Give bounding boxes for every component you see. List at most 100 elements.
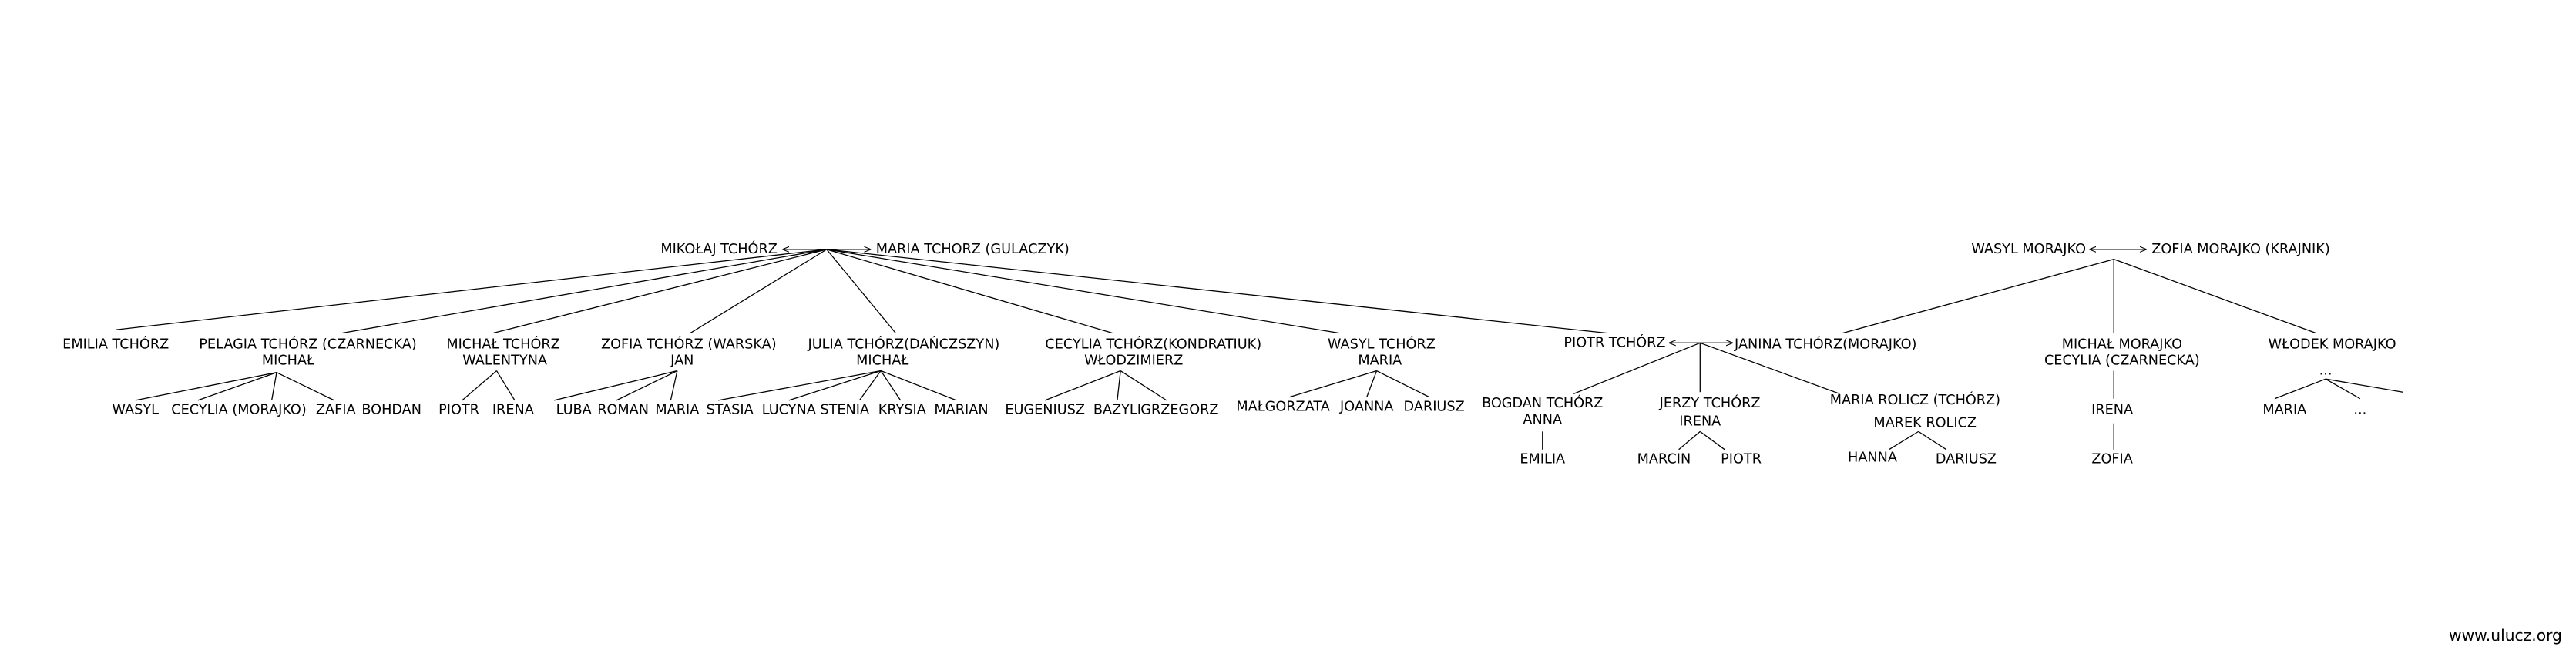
person: PIOTR TCHÓRZ <box>1563 333 1665 350</box>
person: JOANNA <box>1339 399 1393 414</box>
person: MARIA <box>655 403 699 418</box>
spouse: JANINA TCHÓRZ(MORAJKO) <box>1734 335 1916 352</box>
person: MARIA TCHORZ (GULACZYK) <box>876 242 1070 257</box>
link <box>718 370 882 401</box>
person: PIOTR <box>1721 452 1762 467</box>
person: BOHDAN <box>361 403 421 418</box>
footer-link: www.ulucz.org <box>2449 626 2562 645</box>
person: WASYL <box>113 403 160 418</box>
person: IRENA <box>2091 403 2133 418</box>
person: MICHAŁ MORAJKO <box>2062 337 2182 352</box>
link <box>462 370 497 401</box>
person: ... <box>2353 403 2366 418</box>
person: ZOFIA TCHÓRZ (WARSKA) <box>601 335 777 352</box>
spouse: WALENTYNA <box>462 353 547 369</box>
link <box>826 249 1339 334</box>
person: ROMAN <box>597 403 649 418</box>
link <box>880 370 902 401</box>
link <box>1044 370 1121 401</box>
link <box>270 372 277 400</box>
link <box>342 249 827 334</box>
link <box>2113 259 2316 334</box>
person: WŁODEK MORAJKO <box>2269 337 2396 352</box>
person: MICHAŁ TCHÓRZ <box>446 335 559 352</box>
link <box>1117 370 1121 400</box>
link <box>197 372 277 401</box>
person: EUGENIUSZ <box>1005 403 1085 418</box>
link <box>1376 370 1430 398</box>
person: ZOFIA MORAJKO (KRAJNIK) <box>2151 242 2330 257</box>
spouse: MARIA <box>1358 353 1402 369</box>
person: WASYL TCHÓRZ <box>1328 335 1436 352</box>
link <box>1700 342 1840 394</box>
labels: MIKOŁAJ TCHÓRZ MARIA TCHORZ (GULACZYK) E… <box>62 240 2562 645</box>
connectors <box>116 249 2403 450</box>
link <box>858 370 882 401</box>
link <box>2325 378 2361 400</box>
link <box>826 249 1113 334</box>
person: ZOFIA <box>2091 452 2132 467</box>
spouse: ... <box>2319 363 2333 379</box>
link <box>135 372 277 401</box>
person: GRZEGORZ <box>1140 403 1218 418</box>
link <box>553 370 678 401</box>
person: ZAFIA <box>316 403 356 418</box>
person: JULIA TCHÓRZ(DAŃCZSZYN) <box>808 335 1000 352</box>
person: MARIA <box>2262 403 2306 418</box>
link <box>116 249 827 330</box>
link <box>1289 370 1377 398</box>
link <box>826 249 1607 334</box>
spouse: WŁODZIMIERZ <box>1084 353 1183 369</box>
person: CECYLIA TCHÓRZ(KONDRATIUK) <box>1045 335 1261 352</box>
link <box>1678 430 1701 450</box>
person: BOGDAN TCHÓRZ <box>1482 394 1603 411</box>
person: LUBA <box>556 403 592 418</box>
person: CECYLIA (MORAJKO) <box>171 403 306 418</box>
person: PIOTR <box>438 403 479 418</box>
link <box>1842 259 2114 334</box>
link <box>2274 378 2326 400</box>
person: EMILIA <box>1520 452 1565 467</box>
link <box>1888 430 1919 450</box>
spouse: MAREK ROLICZ <box>1873 416 1977 431</box>
person: HANNA <box>1848 450 1897 465</box>
person: MARIA ROLICZ (TCHÓRZ) <box>1830 391 2000 408</box>
link <box>495 370 516 401</box>
person: WASYL MORAJKO <box>1971 242 2086 257</box>
person: PELAGIA TCHÓRZ (CZARNECKA) <box>199 335 416 352</box>
spouse: IRENA <box>1679 414 1721 430</box>
link <box>616 370 678 401</box>
spouse: MICHAŁ <box>262 353 314 369</box>
spouse: MICHAŁ <box>856 353 908 369</box>
link <box>1366 370 1378 397</box>
link <box>826 249 896 333</box>
person: DARIUSZ <box>1936 452 1997 467</box>
link <box>880 370 957 401</box>
person: MAŁGORZATA <box>1236 399 1329 414</box>
person: MARCIN <box>1637 452 1691 467</box>
person: STENIA <box>820 403 869 418</box>
spouse: ANNA <box>1523 412 1562 427</box>
link <box>1918 430 1947 450</box>
person: BAZYLI <box>1093 403 1141 418</box>
person: EMILIA TCHÓRZ <box>62 335 169 352</box>
link <box>670 370 678 401</box>
person: KRYSIA <box>878 403 926 418</box>
person: LUCYNA <box>762 403 816 418</box>
spouse: JAN <box>670 353 694 369</box>
link <box>1120 370 1167 401</box>
link <box>788 370 882 401</box>
link <box>276 372 334 401</box>
link <box>493 249 827 334</box>
person: IRENA <box>492 403 534 418</box>
link <box>1699 430 1725 450</box>
link <box>690 249 828 334</box>
person: DARIUSZ <box>1404 399 1465 414</box>
spouse: CECYLIA (CZARNECKA) <box>2044 353 2200 369</box>
link <box>2325 378 2403 393</box>
person: MIKOŁAJ TCHÓRZ <box>660 240 778 257</box>
link <box>1573 342 1701 394</box>
person: STASIA <box>706 403 753 418</box>
